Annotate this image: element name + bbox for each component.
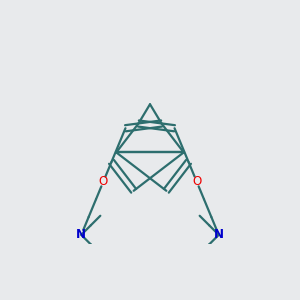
Text: N: N xyxy=(214,228,224,241)
Text: N: N xyxy=(76,228,86,241)
Text: O: O xyxy=(192,175,201,188)
Text: O: O xyxy=(99,175,108,188)
